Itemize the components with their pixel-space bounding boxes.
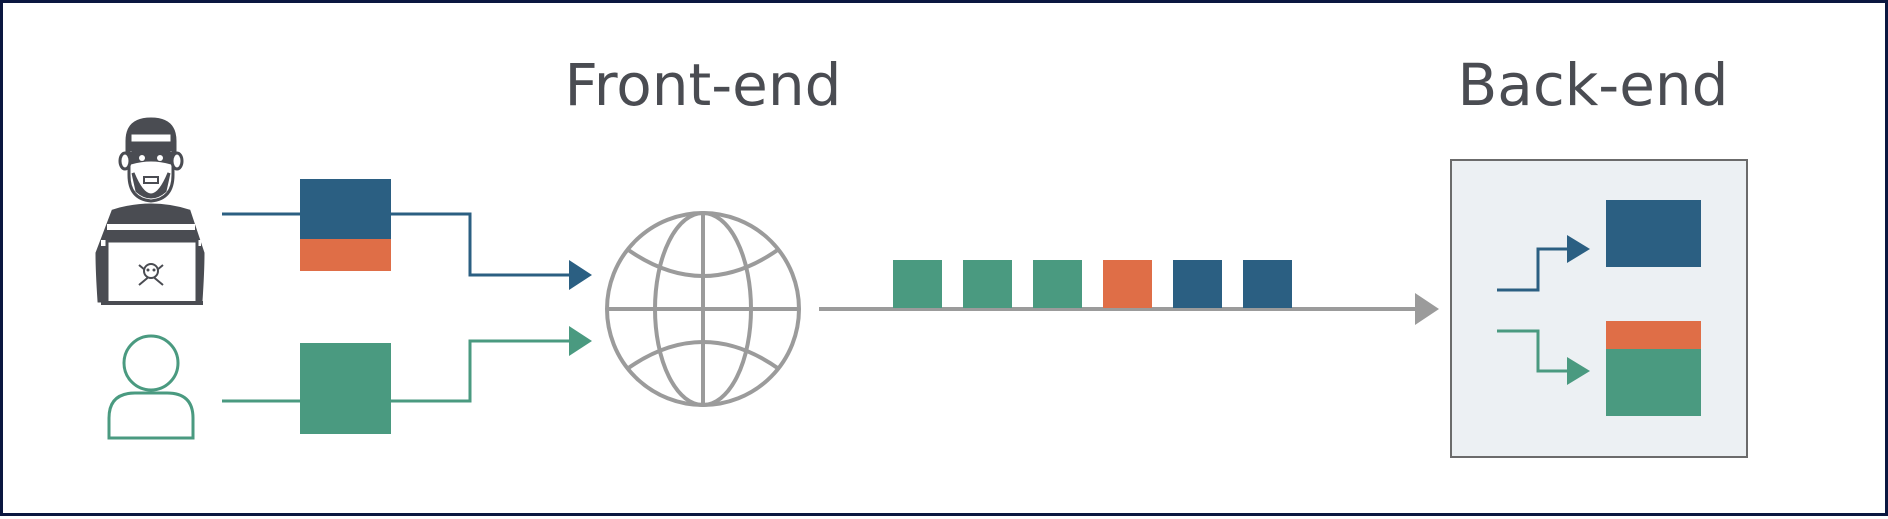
queued-request-attacker: [1173, 260, 1222, 308]
backend-blue-line: [1497, 247, 1569, 292]
back-end-panel: [1450, 159, 1748, 458]
backend-user-request: [1606, 349, 1701, 416]
smuggled-request-block: [300, 239, 391, 271]
request-smuggling-diagram: Front-end Back-end: [95, 51, 1748, 458]
request-queue: [893, 260, 1292, 308]
attacker-arrowhead: [569, 260, 592, 290]
backend-blue-arrowhead: [1567, 235, 1590, 263]
queued-request-attacker: [1243, 260, 1292, 308]
attacker-icon: [95, 117, 205, 305]
backend-smuggled-prefix: [1606, 321, 1701, 349]
network-arrowhead: [1415, 293, 1439, 325]
user-line-out: [391, 339, 571, 403]
globe-icon: [605, 211, 801, 407]
skull-crossbones-icon: [138, 263, 164, 286]
attacker-line-out: [391, 212, 571, 277]
queued-request-user: [1033, 260, 1082, 308]
front-end-title: Front-end: [565, 51, 842, 119]
backend-green-arrowhead: [1567, 357, 1590, 385]
queued-request-user: [893, 260, 942, 308]
queued-request-smuggled: [1103, 260, 1152, 308]
attacker-request-block: [300, 179, 391, 239]
backend-attacker-request: [1606, 200, 1701, 267]
queued-request-user: [963, 260, 1012, 308]
backend-green-line: [1497, 329, 1569, 373]
person-outline-icon: [107, 334, 195, 440]
user-arrowhead: [569, 326, 592, 356]
back-end-title: Back-end: [1458, 51, 1729, 119]
user-request-block: [300, 343, 391, 434]
